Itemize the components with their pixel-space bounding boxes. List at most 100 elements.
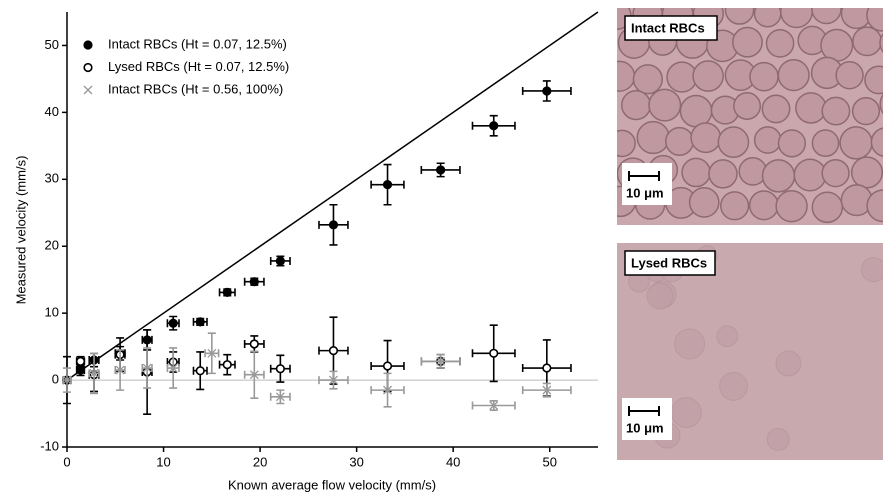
cell [775,189,808,223]
panel-label: Intact RBCs [631,20,705,35]
cell [690,122,722,154]
point [275,256,285,266]
cell [761,94,791,124]
cell [850,156,883,189]
cell [866,8,883,32]
micrograph-lysed: Lysed RBCs 10 μm [617,243,883,460]
legend-label: Intact RBCs (Ht = 0.07, 12.5%) [108,36,287,51]
panel-label-box [624,250,716,276]
y-tick-label: 40 [45,104,59,119]
x-tick-label: 40 [446,454,460,469]
cell [679,94,713,128]
point [207,348,217,358]
cell [681,157,711,188]
scale-label: 10 μm [626,185,664,200]
x-tick-label: 10 [156,454,170,469]
scale-bar [628,171,660,181]
point [436,165,446,175]
marker-stroke [142,363,152,373]
scale-box [622,398,672,440]
point [489,401,499,410]
point [168,363,178,373]
marker-stroke [207,348,217,358]
marker-stroke [83,85,93,95]
point [489,121,499,131]
scale-bar [628,406,660,416]
cell [620,90,652,121]
point [329,375,338,385]
ghost-cell [766,427,790,451]
cell [648,88,682,122]
cell [852,26,883,57]
cell [617,129,636,158]
point [195,317,205,327]
cell [617,60,636,92]
cell [636,120,670,155]
scale-box [622,163,672,205]
cell [765,29,795,58]
point [542,385,552,395]
point [222,360,232,370]
legend-marker [83,85,93,95]
cell [851,97,881,126]
legend-label: Intact RBCs (Ht = 0.56, 100%) [108,81,283,96]
point [489,348,499,358]
y-tick-label: 0 [52,372,59,387]
cell [870,127,883,157]
point [222,287,232,298]
cell [811,191,844,224]
marker-stroke [489,401,499,410]
point [115,365,125,375]
point [382,361,393,371]
ghost-cell [671,397,702,428]
point [275,392,285,402]
cell [749,61,779,92]
point [382,180,393,190]
cell [879,93,883,115]
point [62,375,72,385]
legend-marker [83,62,93,73]
marker-stroke [249,370,259,380]
point [249,277,259,287]
ghost-cell [860,257,883,283]
x-tick-label: 0 [63,454,70,469]
marker-stroke [62,375,72,385]
panel-label-box [624,15,718,41]
cell [666,61,698,93]
y-tick-label: 30 [45,171,59,186]
y-tick-label: 20 [45,238,59,253]
cell [632,64,663,95]
cell [820,28,854,62]
cell [795,92,827,124]
cell [811,129,840,158]
scale-label: 10 μm [626,420,664,435]
cell [748,190,779,221]
point [89,368,99,378]
legend-marker [83,40,93,50]
marker-stroke [329,375,338,385]
cell [664,126,695,156]
cell [692,60,724,92]
legend-label: Lysed RBCs (Ht = 0.07, 12.5%) [108,59,289,74]
point [142,363,152,373]
cell [835,61,864,90]
point [542,363,552,373]
x-tick-label: 20 [253,454,267,469]
ghost-cell [719,372,748,401]
y-tick-label: -10 [40,438,59,453]
cell [866,189,883,223]
point [168,318,178,328]
cell [793,158,827,192]
cell [779,8,813,29]
marker-stroke [542,385,552,395]
x-axis-label: Known average flow velocity (mm/s) [228,477,436,492]
ghost-cell [716,325,739,348]
cell [688,187,720,218]
point [542,86,552,96]
cell [811,8,842,25]
cell [732,26,763,58]
y-tick-label: 50 [45,37,59,52]
marker-stroke [436,356,446,366]
point [275,364,285,374]
